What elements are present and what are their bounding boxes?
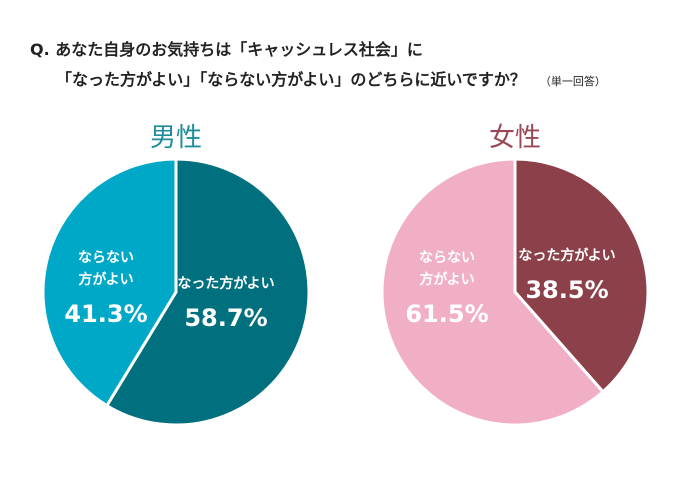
slice-value-label: 61.5% [405,300,488,328]
slice-value-label: 58.7% [184,304,267,332]
slice-label: なった方がよい [177,275,274,292]
slice-value-label: 41.3% [64,300,147,328]
question-text: 「なった方がよい」「ならない方がよい」のどちらに近いですか？ [56,70,526,89]
slice-label: 方がよい [419,271,474,288]
question-line-2: 「なった方がよい」「ならない方がよい」のどちらに近いですか？ （単一回答） [56,66,606,90]
pie-title: 女性 [489,123,541,153]
slice-value-label: 38.5% [525,276,608,304]
slice-label: ならない [419,250,475,266]
pie-title: 男性 [150,123,202,153]
slice-label: 方がよい [78,271,133,288]
answer-type-note: （単一回答） [539,75,606,88]
pie-slice [380,157,606,427]
question-line-1: Q. あなた自身のお気持ちは「キャッシュレス社会」に [30,40,423,59]
slice-label: ならない [78,250,134,266]
pie-slice [104,157,311,427]
pie-slice [41,157,178,408]
pie-slice [513,157,650,394]
slice-label: なった方がよい [518,247,615,264]
